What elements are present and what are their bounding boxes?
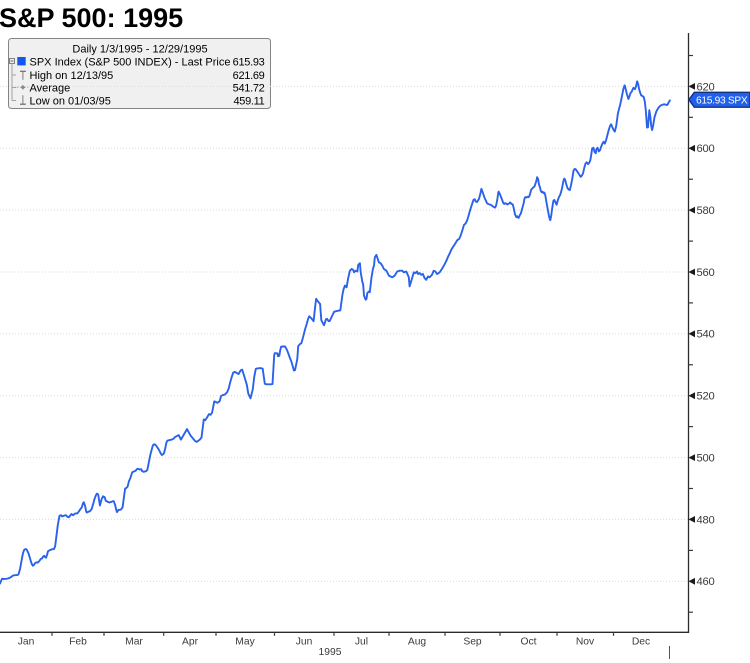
svg-text:580: 580 [697,205,715,217]
svg-text:Sep: Sep [463,637,482,648]
svg-text:High on 12/13/95: High on 12/13/95 [30,70,114,82]
svg-text:620: 620 [697,81,715,93]
svg-text:459.11: 459.11 [233,95,264,107]
svg-text:Dec: Dec [632,637,650,648]
svg-text:Feb: Feb [69,637,87,648]
svg-text:Jun: Jun [296,637,313,648]
svg-text:1995: 1995 [319,647,342,658]
svg-text:Apr: Apr [182,637,199,648]
svg-text:600: 600 [697,143,715,155]
svg-text:615.93: 615.93 [233,56,265,68]
svg-text:615.93 SPX: 615.93 SPX [696,96,748,107]
svg-text:Jan: Jan [18,637,35,648]
svg-text:500: 500 [697,453,715,465]
svg-text:480: 480 [697,514,715,526]
svg-text:460: 460 [697,576,715,588]
svg-text:520: 520 [697,391,715,403]
svg-text:Daily 1/3/1995 - 12/29/1995: Daily 1/3/1995 - 12/29/1995 [72,44,207,56]
svg-text:SPX Index (S&P 500 INDEX) - La: SPX Index (S&P 500 INDEX) - Last Price [30,56,231,68]
svg-text:560: 560 [697,267,715,279]
svg-text:541.72: 541.72 [233,82,265,94]
svg-text:Mar: Mar [125,637,143,648]
svg-text:Aug: Aug [408,637,427,648]
svg-text:May: May [235,637,255,648]
svg-text:540: 540 [697,329,715,341]
svg-text:Nov: Nov [576,637,595,648]
svg-text:Low on 01/03/95: Low on 01/03/95 [30,95,111,107]
svg-text:621.69: 621.69 [233,70,265,82]
svg-text:Jul: Jul [355,637,368,648]
svg-text:Average: Average [30,82,71,94]
svg-text:Oct: Oct [520,637,536,648]
